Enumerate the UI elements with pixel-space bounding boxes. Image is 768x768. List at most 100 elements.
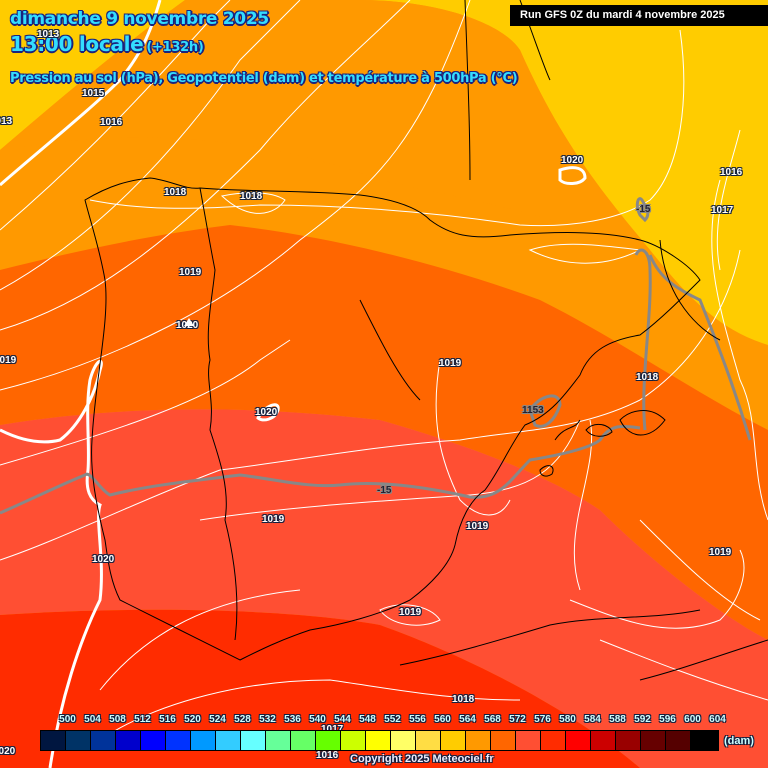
legend-swatch <box>241 731 266 750</box>
legend-swatch <box>266 731 291 750</box>
legend-tick-label: 504 <box>84 714 101 725</box>
isobar-label: 1019 <box>0 355 17 366</box>
legend-swatch <box>216 731 241 750</box>
band-552-nw <box>0 0 185 150</box>
legend-swatch <box>391 731 416 750</box>
legend-tick-label: 536 <box>284 714 301 725</box>
isobar-label: 1016 <box>316 750 339 761</box>
isobar-label: 1017 <box>711 205 734 216</box>
band-568 <box>0 609 640 768</box>
legend-swatch <box>591 731 616 750</box>
isobar-label: 1016 <box>100 117 123 128</box>
legend-tick-label: 508 <box>109 714 126 725</box>
isotherm-label: -15 <box>377 485 392 496</box>
isobar-label: 1019 <box>399 607 422 618</box>
band-564 <box>0 409 768 768</box>
isobar-label: 1016 <box>720 167 743 178</box>
legend-swatch <box>166 731 191 750</box>
legend-tick-label: 532 <box>259 714 276 725</box>
legend-tick-label: 528 <box>234 714 251 725</box>
legend-tick-label: 572 <box>509 714 526 725</box>
legend-swatch <box>666 731 691 750</box>
legend-tick-label: 524 <box>209 714 226 725</box>
isobars <box>0 0 768 741</box>
isotherm-label: -15 <box>636 204 651 215</box>
legend-swatch <box>491 731 516 750</box>
legend-swatch <box>141 731 166 750</box>
legend-swatch <box>541 731 566 750</box>
legend-tick-label: 556 <box>409 714 426 725</box>
isobar-label: 1013 <box>0 116 13 127</box>
model-run-label: Run GFS 0Z du mardi 4 novembre 2025 <box>510 5 768 26</box>
legend-swatch <box>291 731 316 750</box>
legend-swatch <box>516 731 541 750</box>
legend-unit: (dam) <box>724 735 754 747</box>
legend-tick-label: 520 <box>184 714 201 725</box>
band-560 <box>0 225 768 640</box>
isotherm-label: 1153 <box>522 405 544 416</box>
chart-description: Pression au sol (hPa), Geopotentiel (dam… <box>10 71 518 86</box>
legend-swatch <box>466 731 491 750</box>
bold-isobars <box>0 0 587 768</box>
legend-tick-label: 564 <box>459 714 476 725</box>
legend-swatch <box>566 731 591 750</box>
legend-swatch <box>41 731 66 750</box>
forecast-time: 13:00 locale (+132h) <box>10 32 204 56</box>
isobar-label: 1020 <box>0 746 16 757</box>
legend-tick-label: 552 <box>384 714 401 725</box>
legend-swatch <box>641 731 666 750</box>
isobar-label: 1017 <box>321 724 344 735</box>
isobar-label: 1019 <box>262 514 285 525</box>
forecast-time-value: 13:00 locale <box>10 32 144 56</box>
legend-tick-label: 548 <box>359 714 376 725</box>
isobar-label: 1018 <box>636 372 659 383</box>
isobar-label: 1019 <box>439 358 462 369</box>
band-556-nw-light <box>0 0 650 250</box>
legend-tick-label: 584 <box>584 714 601 725</box>
legend-tick-label: 544 <box>334 714 351 725</box>
isobar-label: 1019 <box>709 547 732 558</box>
isobar-label: 1020 <box>561 155 584 166</box>
copyright: Copyright 2025 Meteociel.fr <box>350 753 494 765</box>
legend-swatch <box>366 731 391 750</box>
legend-swatch <box>616 731 641 750</box>
legend-tick-label: 560 <box>434 714 451 725</box>
isobar-label: 1020 <box>92 554 115 565</box>
legend-color-bar <box>40 730 719 751</box>
high-pressure-marker-icon <box>184 318 194 326</box>
isobar-label: 1015 <box>82 88 105 99</box>
legend-tick-label: 600 <box>684 714 701 725</box>
isobar-label: 1018 <box>240 191 263 202</box>
isotherms <box>0 197 752 515</box>
legend-labels: 500 504 508 512 516 520 524 528 532 536 540 544 548 5… <box>40 714 740 728</box>
legend-tick-label: 568 <box>484 714 501 725</box>
legend-swatch <box>116 731 141 750</box>
legend-tick-label: 500 <box>59 714 76 725</box>
legend-swatch <box>191 731 216 750</box>
legend-tick-label: 512 <box>134 714 151 725</box>
legend-swatch <box>441 731 466 750</box>
legend-tick-label: 580 <box>559 714 576 725</box>
legend-tick-label: 576 <box>534 714 551 725</box>
legend-swatch <box>416 731 441 750</box>
isobar-label: 1018 <box>164 187 187 198</box>
legend-swatch <box>691 731 718 750</box>
isobar-label: 1013 <box>37 29 60 40</box>
legend-swatch <box>91 731 116 750</box>
legend-swatch <box>316 731 341 750</box>
legend-tick-label: 540 <box>309 714 326 725</box>
forecast-date: dimanche 9 novembre 2025 <box>10 9 269 29</box>
forecast-lead-time: (+132h) <box>146 40 204 55</box>
legend-tick-label: 516 <box>159 714 176 725</box>
isobar-label: 1018 <box>452 694 475 705</box>
isobar-label: 1020 <box>255 407 278 418</box>
isobar-label: 1019 <box>179 267 202 278</box>
legend-swatch <box>341 731 366 750</box>
isobar-label: 1019 <box>466 521 489 532</box>
legend-tick-label: 596 <box>659 714 676 725</box>
legend-tick-label: 588 <box>609 714 626 725</box>
legend-tick-label: 592 <box>634 714 651 725</box>
band-552-ne <box>360 0 768 345</box>
legend-swatch <box>66 731 91 750</box>
